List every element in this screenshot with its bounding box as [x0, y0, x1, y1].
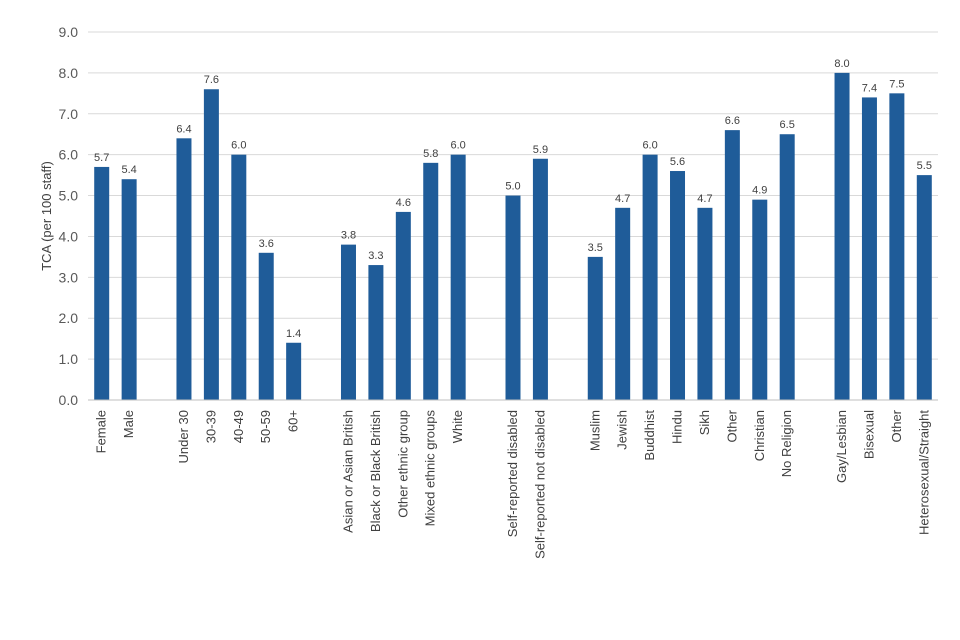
category-label: Heterosexual/Straight: [916, 410, 931, 535]
category-label: Self-reported not disabled: [532, 410, 547, 559]
bar: [834, 72, 850, 400]
bar: [231, 154, 247, 400]
category-label: Muslim: [587, 410, 602, 451]
bar: [340, 244, 356, 400]
bar: [752, 199, 768, 400]
category-label: Female: [94, 410, 109, 453]
y-tick-label: 1.0: [59, 351, 79, 367]
data-label: 5.6: [670, 156, 685, 168]
bar: [697, 207, 713, 400]
bar: [670, 171, 686, 400]
data-label: 5.9: [533, 144, 548, 156]
data-label: 5.8: [423, 148, 438, 160]
category-label: Self-reported disabled: [505, 410, 520, 537]
y-tick-label: 0.0: [59, 392, 79, 408]
data-label: 6.0: [231, 140, 246, 152]
bar: [176, 138, 192, 401]
bar: [724, 130, 740, 400]
data-label: 6.6: [725, 115, 740, 127]
bar: [94, 166, 110, 400]
category-label: Male: [121, 410, 136, 438]
bar: [286, 342, 302, 400]
data-label: 6.0: [451, 140, 466, 152]
data-label: 4.9: [752, 185, 767, 197]
data-label: 5.5: [917, 160, 932, 172]
category-label: Other: [889, 409, 904, 442]
bars: [94, 72, 932, 401]
y-tick-label: 7.0: [59, 106, 79, 122]
category-label: Bisexual: [861, 410, 876, 459]
category-labels: Female Male Under 30 30-39 40-49 50-59 60+ Asia…: [94, 409, 932, 559]
bar: [642, 154, 658, 400]
category-label: Jewish: [615, 410, 630, 450]
y-axis-ticks: 0.0 1.0 2.0 3.0 4.0 5.0 6.0 7.0 8.0 9.0: [59, 24, 79, 408]
bar: [532, 158, 548, 400]
category-label: Christian: [752, 410, 767, 461]
data-label: 7.5: [889, 78, 904, 90]
category-label: 30-39: [203, 410, 218, 443]
data-label: 4.7: [615, 193, 630, 205]
data-label: 5.4: [121, 164, 136, 176]
bar: [889, 93, 905, 400]
data-label: 7.6: [204, 74, 219, 86]
category-label: Black or Black British: [368, 410, 383, 532]
y-tick-label: 3.0: [59, 269, 79, 285]
data-label: 3.5: [588, 242, 603, 254]
data-label: 3.3: [368, 250, 383, 262]
bar: [121, 179, 137, 400]
y-tick-label: 6.0: [59, 147, 79, 163]
category-label: Gay/Lesbian: [834, 410, 849, 483]
bar: [505, 195, 521, 400]
bar: [916, 175, 932, 400]
category-label: Other ethnic group: [395, 410, 410, 518]
category-label: 40-49: [231, 410, 246, 443]
data-label: 8.0: [834, 58, 849, 70]
category-label: Sikh: [697, 410, 712, 435]
data-label: 5.7: [94, 152, 109, 164]
category-label: Under 30: [176, 410, 191, 463]
data-label: 3.6: [259, 238, 274, 250]
category-label: 50-59: [258, 410, 273, 443]
bar: [615, 207, 631, 400]
y-axis-label: TCA (per 100 staff): [39, 161, 54, 271]
y-tick-label: 8.0: [59, 65, 79, 81]
category-label: 60+: [286, 410, 301, 432]
bar: [203, 89, 219, 400]
y-tick-label: 5.0: [59, 188, 79, 204]
bar: [450, 154, 466, 400]
category-label: White: [450, 410, 465, 443]
data-label: 4.6: [396, 197, 411, 209]
bar: [423, 162, 439, 400]
category-label: Buddhist: [642, 410, 657, 461]
data-label: 7.4: [862, 82, 877, 94]
data-label: 5.0: [505, 181, 520, 193]
data-label: 4.7: [697, 193, 712, 205]
data-label: 3.8: [341, 230, 356, 242]
category-label: No Religion: [779, 410, 794, 477]
bar: [587, 256, 603, 400]
category-label: Asian or Asian British: [340, 410, 355, 533]
data-label: 1.4: [286, 328, 301, 340]
data-label: 6.5: [780, 119, 795, 131]
y-tick-label: 2.0: [59, 310, 79, 326]
bar: [368, 265, 384, 400]
data-label: 6.4: [176, 123, 191, 135]
bar: [779, 134, 795, 400]
category-label: Hindu: [670, 410, 685, 444]
bar: [395, 211, 411, 400]
y-tick-label: 9.0: [59, 24, 79, 40]
data-label: 6.0: [642, 140, 657, 152]
bar: [861, 97, 877, 400]
category-label: Mixed ethnic groups: [423, 410, 438, 527]
y-tick-label: 4.0: [59, 228, 79, 244]
data-labels: 5.7 5.4 6.4 7.6 6.0 3.6 1.4 3.8 3.3 4.6 5.8 6.0 5.0 5…: [94, 58, 932, 340]
category-label: Other: [724, 409, 739, 442]
bar: [258, 252, 274, 400]
